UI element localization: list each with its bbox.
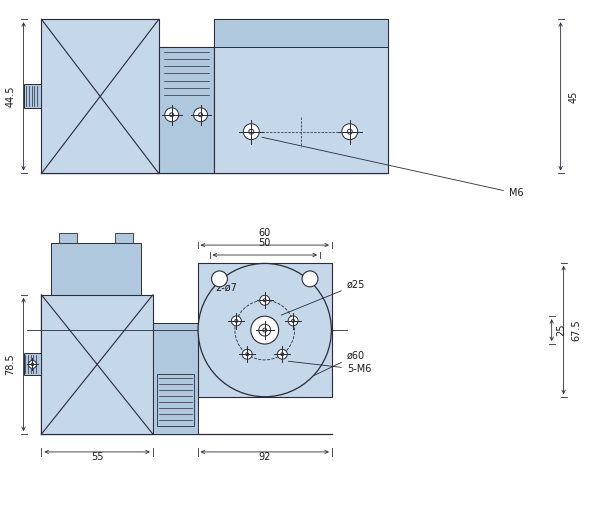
Circle shape [259, 324, 271, 336]
Text: 67.5: 67.5 [571, 319, 582, 341]
Circle shape [194, 108, 207, 122]
Text: 2-ø7: 2-ø7 [215, 276, 237, 293]
Bar [213, 19, 387, 47]
Text: M6: M6 [262, 137, 523, 199]
Text: 5-M6: 5-M6 [288, 361, 371, 374]
Bar [23, 84, 41, 108]
Bar [41, 19, 159, 173]
Bar [115, 233, 133, 243]
Bar [41, 295, 153, 434]
Text: 45: 45 [569, 90, 579, 103]
Circle shape [288, 316, 298, 326]
Circle shape [251, 316, 279, 344]
Circle shape [260, 295, 270, 305]
Circle shape [244, 124, 260, 140]
Circle shape [165, 108, 179, 122]
Text: 25: 25 [557, 324, 566, 337]
Bar [153, 323, 197, 434]
Bar [60, 233, 77, 243]
Circle shape [242, 349, 252, 359]
Circle shape [277, 349, 287, 359]
Circle shape [302, 271, 318, 287]
Bar [157, 374, 194, 426]
Text: ø25: ø25 [281, 280, 365, 315]
Bar [197, 263, 332, 397]
Text: 44.5: 44.5 [6, 86, 15, 107]
Text: 78.5: 78.5 [6, 353, 15, 375]
Text: 92: 92 [258, 452, 271, 462]
Circle shape [342, 124, 358, 140]
Bar [23, 353, 41, 376]
Text: 55: 55 [91, 452, 103, 462]
Text: 50: 50 [258, 238, 271, 248]
Circle shape [212, 271, 228, 287]
Circle shape [231, 316, 241, 326]
Bar [213, 19, 387, 173]
Bar [159, 47, 213, 173]
Circle shape [28, 361, 36, 368]
Text: 60: 60 [259, 228, 271, 238]
Bar [52, 243, 141, 295]
Text: ø60: ø60 [314, 350, 365, 376]
Circle shape [198, 264, 331, 397]
